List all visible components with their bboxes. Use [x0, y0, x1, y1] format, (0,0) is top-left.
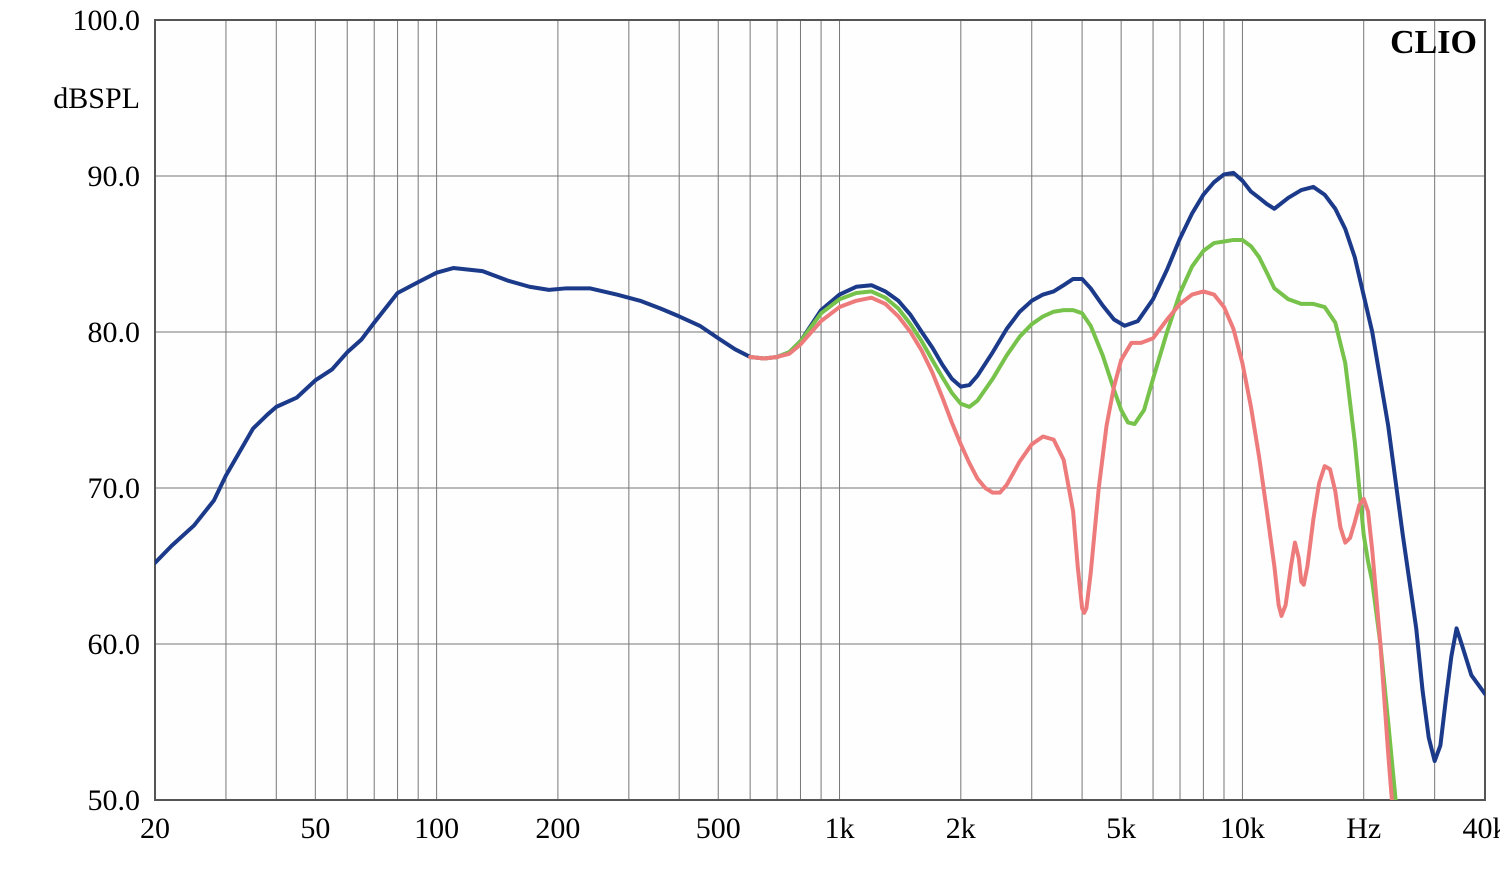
x-tick-label: 40k — [1463, 812, 1500, 845]
x-tick-label: 5k — [1106, 812, 1136, 845]
brand-label: CLIO — [1390, 24, 1477, 62]
x-tick-label: 20 — [140, 812, 170, 845]
y-tick-label: 100.0 — [73, 4, 141, 37]
x-tick-label: 100 — [414, 812, 459, 845]
frequency-response-chart: 50.0 60.0 70.0 80.0 90.0 100.0 dBSPL 20 50 100 200… — [0, 0, 1500, 870]
y-tick-label: 50.0 — [88, 784, 141, 817]
y-tick-label: 60.0 — [88, 628, 141, 661]
x-tick-label: 500 — [696, 812, 741, 845]
y-tick-label: 70.0 — [88, 472, 141, 505]
y-axis-label: dBSPL — [53, 82, 140, 115]
y-tick-label: 80.0 — [88, 316, 141, 349]
x-tick-label: 50 — [300, 812, 330, 845]
x-tick-label: 200 — [535, 812, 580, 845]
x-tick-label: 10k — [1220, 812, 1265, 845]
chart-container: { "chart": { "type": "line", "width": 15… — [0, 0, 1500, 870]
x-axis-label: Hz — [1346, 812, 1381, 845]
y-tick-label: 90.0 — [88, 160, 141, 193]
x-tick-label: 2k — [946, 812, 976, 845]
x-tick-label: 1k — [825, 812, 855, 845]
